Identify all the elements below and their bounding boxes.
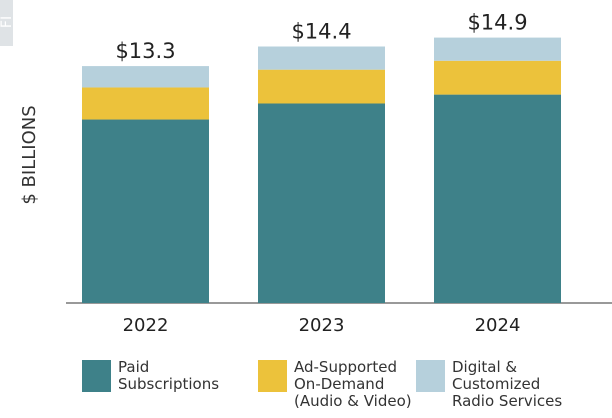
bar-segment bbox=[82, 119, 209, 303]
total-label: $13.3 bbox=[115, 39, 175, 63]
legend-swatch bbox=[416, 360, 445, 392]
legend-label: Digital & Customized Radio Services bbox=[452, 358, 563, 410]
legend-label: Ad-Supported On-Demand (Audio & Video) bbox=[294, 358, 412, 410]
figure-tag-box bbox=[0, 0, 13, 46]
bar-segment bbox=[258, 69, 385, 104]
total-label: $14.4 bbox=[291, 20, 351, 44]
y-axis-label: $ BILLIONS bbox=[19, 105, 40, 204]
bar-segment bbox=[82, 87, 209, 120]
bar-segment bbox=[434, 60, 561, 95]
x-tick-label: 2022 bbox=[123, 315, 169, 336]
bar-segment bbox=[258, 103, 385, 303]
x-tick-label: 2024 bbox=[475, 315, 521, 336]
legend-swatch bbox=[258, 360, 287, 392]
total-label: $14.9 bbox=[467, 11, 527, 35]
figure-tag: FI bbox=[0, 16, 15, 28]
legend-swatch bbox=[82, 360, 111, 392]
bar-segment bbox=[434, 94, 561, 303]
bar-segment bbox=[82, 66, 209, 88]
x-tick-label: 2023 bbox=[299, 315, 345, 336]
bar-segment bbox=[434, 37, 561, 61]
legend-label: Paid Subscriptions bbox=[118, 358, 220, 393]
bar-segment bbox=[258, 46, 385, 70]
